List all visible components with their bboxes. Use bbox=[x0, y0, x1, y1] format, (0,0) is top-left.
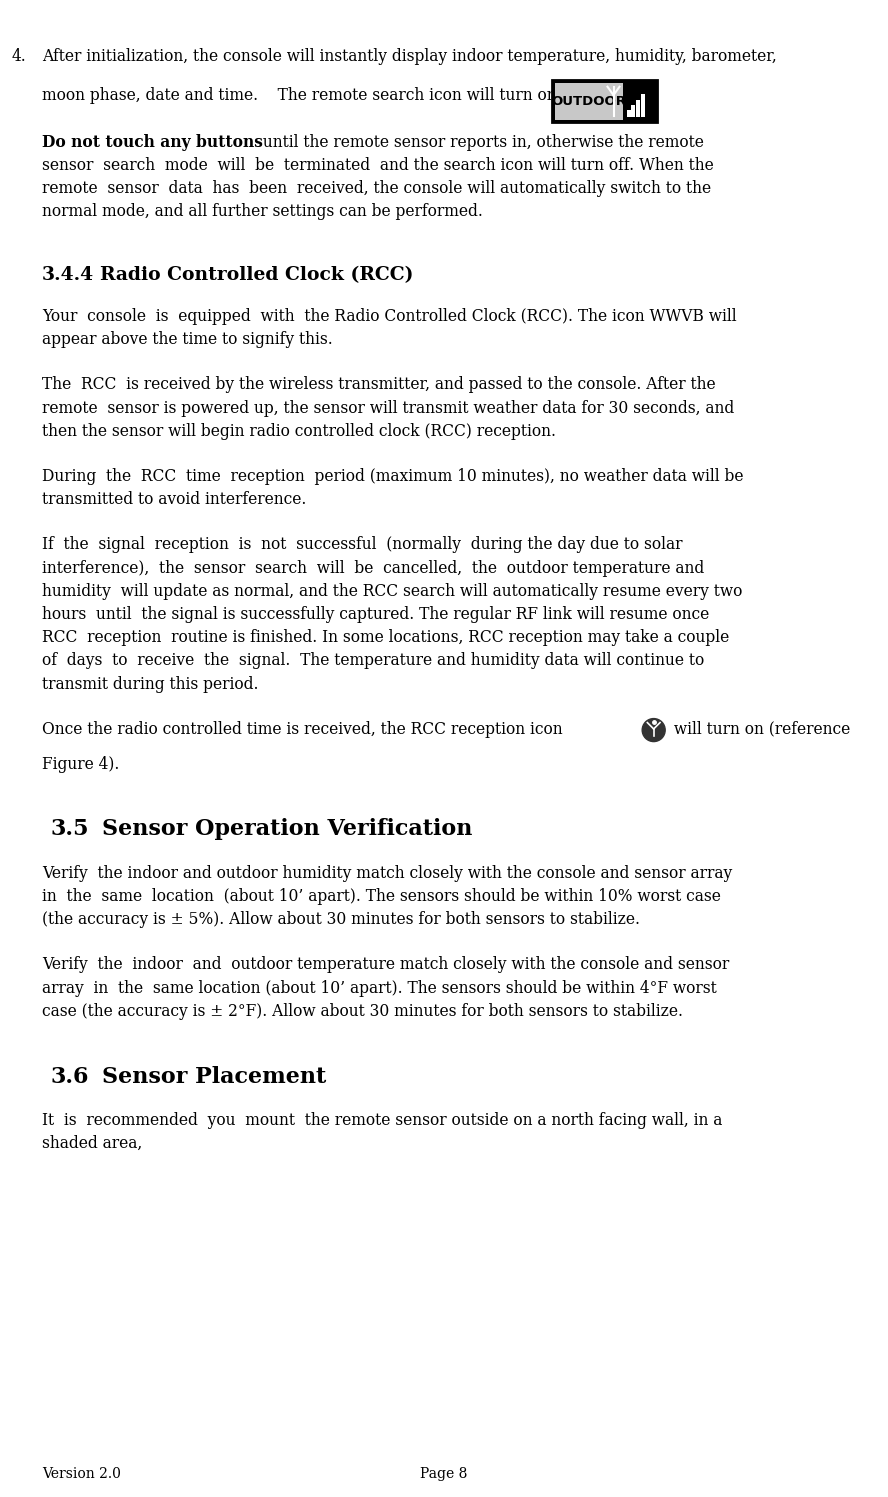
Text: remote  sensor  data  has  been  received, the console will automatically switch: remote sensor data has been received, th… bbox=[42, 180, 711, 198]
Text: interference),  the  sensor  search  will  be  cancelled,  the  outdoor temperat: interference), the sensor search will be… bbox=[42, 560, 704, 576]
Bar bbox=[631, 105, 636, 117]
Circle shape bbox=[642, 719, 665, 741]
Text: Verify  the indoor and outdoor humidity match closely with the console and senso: Verify the indoor and outdoor humidity m… bbox=[42, 865, 733, 882]
Text: Sensor Placement: Sensor Placement bbox=[102, 1066, 326, 1088]
Text: of  days  to  receive  the  signal.  The temperature and humidity data will cont: of days to receive the signal. The tempe… bbox=[42, 653, 704, 669]
Text: Radio Controlled Clock (RCC): Radio Controlled Clock (RCC) bbox=[100, 266, 414, 284]
Text: 4.: 4. bbox=[12, 48, 27, 64]
Text: After initialization, the console will instantly display indoor temperature, hum: After initialization, the console will i… bbox=[42, 48, 777, 64]
Text: Verify  the  indoor  and  outdoor temperature match closely with the console and: Verify the indoor and outdoor temperatur… bbox=[42, 957, 729, 973]
Text: until the remote sensor reports in, otherwise the remote: until the remote sensor reports in, othe… bbox=[258, 133, 704, 151]
Bar bbox=[627, 111, 630, 117]
Text: normal mode, and all further settings can be performed.: normal mode, and all further settings ca… bbox=[42, 204, 483, 220]
Bar bbox=[640, 94, 645, 117]
Text: array  in  the  same location (about 10’ apart). The sensors should be within 4°: array in the same location (about 10’ ap… bbox=[42, 979, 717, 997]
Bar bbox=[636, 100, 640, 117]
Text: moon phase, date and time.    The remote search icon will turn on：: moon phase, date and time. The remote se… bbox=[42, 87, 566, 105]
Text: (the accuracy is ± 5%). Allow about 30 minutes for both sensors to stabilize.: (the accuracy is ± 5%). Allow about 30 m… bbox=[42, 912, 640, 928]
Text: The  RCC  is received by the wireless transmitter, and passed to the console. Af: The RCC is received by the wireless tran… bbox=[42, 376, 716, 394]
Text: in  the  same  location  (about 10’ apart). The sensors should be within 10% wor: in the same location (about 10’ apart). … bbox=[42, 888, 721, 906]
Text: humidity  will update as normal, and the RCC search will automatically resume ev: humidity will update as normal, and the … bbox=[42, 582, 742, 600]
Text: Version 2.0: Version 2.0 bbox=[42, 1467, 121, 1481]
FancyBboxPatch shape bbox=[552, 81, 657, 123]
Text: shaded area,: shaded area, bbox=[42, 1135, 142, 1153]
Text: Once the radio controlled time is received, the RCC reception icon: Once the radio controlled time is receiv… bbox=[42, 720, 563, 738]
Text: then the sensor will begin radio controlled clock (RCC) reception.: then the sensor will begin radio control… bbox=[42, 422, 556, 440]
Text: 3.4.4: 3.4.4 bbox=[42, 266, 94, 284]
Text: If  the  signal  reception  is  not  successful  (normally  during the day due t: If the signal reception is not successfu… bbox=[42, 536, 683, 554]
Text: appear above the time to signify this.: appear above the time to signify this. bbox=[42, 331, 333, 349]
Text: transmit during this period.: transmit during this period. bbox=[42, 675, 258, 693]
Text: 3.5: 3.5 bbox=[50, 819, 89, 840]
Text: will turn on (reference: will turn on (reference bbox=[670, 720, 851, 738]
Text: 3.6: 3.6 bbox=[50, 1066, 89, 1088]
Text: Page 8: Page 8 bbox=[420, 1467, 468, 1481]
Text: case (the accuracy is ± 2°F). Allow about 30 minutes for both sensors to stabili: case (the accuracy is ± 2°F). Allow abou… bbox=[42, 1003, 683, 1019]
Text: Figure 4).: Figure 4). bbox=[42, 756, 119, 772]
FancyBboxPatch shape bbox=[554, 82, 622, 120]
Text: Sensor Operation Verification: Sensor Operation Verification bbox=[102, 819, 472, 840]
Text: Your  console  is  equipped  with  the Radio Controlled Clock (RCC). The icon WW: Your console is equipped with the Radio … bbox=[42, 308, 737, 325]
Text: Do not touch any buttons: Do not touch any buttons bbox=[42, 133, 263, 151]
Text: sensor  search  mode  will  be  terminated  and the search icon will turn off. W: sensor search mode will be terminated an… bbox=[42, 157, 714, 174]
Text: remote  sensor is powered up, the sensor will transmit weather data for 30 secon: remote sensor is powered up, the sensor … bbox=[42, 400, 734, 416]
Text: hours  until  the signal is successfully captured. The regular RF link will resu: hours until the signal is successfully c… bbox=[42, 606, 710, 623]
Text: transmitted to avoid interference.: transmitted to avoid interference. bbox=[42, 491, 306, 507]
Text: OUTDOOR: OUTDOOR bbox=[551, 94, 626, 108]
Text: RCC  reception  routine is finished. In some locations, RCC reception may take a: RCC reception routine is finished. In so… bbox=[42, 629, 729, 647]
Text: It  is  recommended  you  mount  the remote sensor outside on a north facing wal: It is recommended you mount the remote s… bbox=[42, 1112, 722, 1129]
Text: During  the  RCC  time  reception  period (maximum 10 minutes), no weather data : During the RCC time reception period (ma… bbox=[42, 469, 743, 485]
